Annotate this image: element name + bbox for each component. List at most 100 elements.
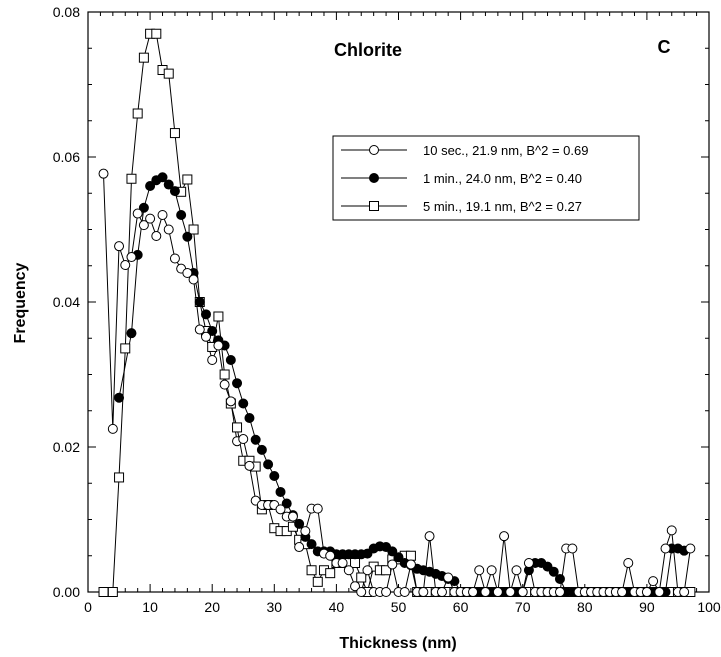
series-2-point (138, 202, 149, 213)
series-1-point (443, 572, 454, 583)
series-1-point (387, 559, 398, 570)
x-tick-label: 30 (267, 599, 283, 615)
plot-frame (87, 11, 710, 593)
series-2-point (554, 573, 565, 584)
series-2-point (232, 378, 243, 389)
series-3-point (405, 550, 416, 561)
y-tick-label: 0.02 (53, 439, 80, 455)
series-1-point (200, 331, 211, 342)
series-1-point (225, 396, 236, 407)
series-2-point (126, 328, 137, 339)
series-1-point (474, 565, 485, 576)
series-2-point (225, 355, 236, 365)
series-2-point (145, 181, 156, 191)
series-3-point (132, 108, 143, 119)
series-1-point (145, 213, 156, 224)
series-1-point (505, 587, 516, 597)
series-1-point (648, 576, 659, 587)
series-1-point (567, 543, 578, 554)
series-1-point (660, 543, 671, 554)
legend-label: 10 sec., 21.9 nm, B^2 = 0.69 (423, 143, 588, 158)
x-tick-label: 10 (142, 599, 158, 615)
series-1-point (244, 460, 255, 471)
series-2-point (393, 552, 404, 563)
series-2-point (256, 444, 267, 455)
series-3-point (120, 343, 131, 354)
series-1-point (194, 324, 205, 335)
x-tick-label: 50 (391, 599, 407, 615)
series-3-point (350, 558, 361, 568)
series-1-point (287, 511, 298, 522)
series-3-point (356, 572, 367, 583)
series-2-point (244, 413, 255, 423)
y-axis-title: Frequency (12, 262, 29, 343)
series-1-point (343, 565, 354, 576)
series-1-point (126, 252, 137, 263)
y-tick-label: 0.06 (53, 149, 80, 165)
series-1-point (213, 340, 224, 351)
series-3-point (114, 472, 125, 483)
series-3-point (169, 128, 180, 139)
series-2-point (294, 518, 305, 529)
series-1-point (666, 525, 677, 536)
legend: 10 sec., 21.9 nm, B^2 = 0.69 1 min., 24.0… (332, 135, 640, 221)
series-1-point (132, 208, 143, 219)
series-1-point (219, 379, 230, 390)
series-1-point (424, 531, 435, 542)
series-3-point (188, 224, 199, 235)
series-2-point (281, 498, 292, 509)
series-2-point (269, 471, 280, 481)
series-1-point (511, 565, 522, 576)
y-tick-label: 0.00 (53, 584, 80, 600)
x-tick-label: 90 (639, 599, 655, 615)
x-axis-title: Thickness (nm) (339, 635, 456, 652)
series-3-point (98, 587, 109, 597)
series-2-point (207, 326, 218, 336)
series-3-point (213, 311, 224, 322)
series-1-point (492, 587, 503, 597)
series-1-point (238, 434, 249, 445)
series-3-line (103, 33, 691, 594)
legend-marker (369, 173, 379, 183)
series-2-point (263, 459, 274, 470)
series-1-point (98, 168, 109, 179)
series-2-point (306, 539, 317, 550)
series-3-point (306, 565, 317, 576)
series-3-point (381, 565, 392, 576)
series-1-point (207, 355, 218, 365)
series-1-point (641, 587, 652, 597)
series-1-point (356, 587, 367, 597)
series-2-line (118, 176, 685, 593)
series-1-point (418, 587, 429, 597)
series-3-point (219, 369, 230, 380)
series-1-point (107, 423, 118, 434)
legend-label: 5 min., 19.1 nm, B^2 = 0.27 (423, 199, 582, 214)
x-tick-label: 40 (329, 599, 345, 615)
panel-label: C (658, 37, 671, 57)
series-2-point (169, 186, 180, 197)
series-2-point (176, 210, 187, 220)
legend-label: 1 min., 24.0 nm, B^2 = 0.40 (423, 171, 582, 186)
series-1-point (623, 558, 634, 568)
series-3-point (107, 587, 118, 597)
x-tick-label: 70 (515, 599, 531, 615)
series-1-point (182, 268, 193, 278)
series-3-point (138, 52, 149, 63)
series-3-point (182, 174, 193, 185)
series-2-point (114, 392, 125, 403)
series-1-point (499, 531, 510, 542)
x-tick-label: 100 (697, 599, 721, 615)
series-1-point (685, 543, 696, 554)
series-2-point (250, 434, 261, 445)
series-1-point (114, 241, 125, 252)
series-1-point (654, 587, 665, 597)
x-tick-label: 80 (577, 599, 593, 615)
legend-marker (369, 145, 379, 155)
plot-area: 0 10 20 30 40 50 60 70 80 90 100 0.00 0.02 0.04 0.06 0.… (53, 4, 721, 615)
series-1-point (337, 558, 348, 568)
series-2-point (275, 486, 286, 497)
series-1-point (554, 587, 565, 597)
series-1-point (163, 224, 174, 235)
series-2-point (157, 172, 168, 183)
